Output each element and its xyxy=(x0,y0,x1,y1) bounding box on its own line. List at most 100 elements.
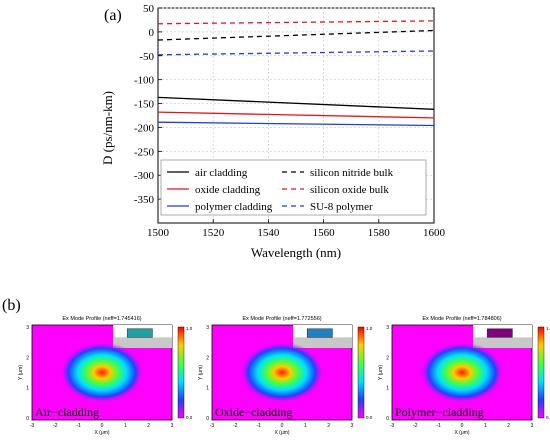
series-line xyxy=(157,20,435,25)
waveguide-core xyxy=(126,328,153,338)
substrate-box xyxy=(293,337,352,348)
mode-y-tick: 3 xyxy=(26,325,29,331)
mode-y-tick: 2 xyxy=(386,355,389,361)
mode-x-tick: 2 xyxy=(327,423,330,429)
colorbar xyxy=(537,326,545,419)
mode-caption: Air−cladding xyxy=(35,405,99,419)
legend-label: silicon oxide bulk xyxy=(310,184,389,196)
series-line xyxy=(157,121,435,127)
mode-x-tick: -1 xyxy=(76,423,81,429)
mode-x-tick: -1 xyxy=(436,423,441,429)
mode-x-tick: 3 xyxy=(351,423,354,429)
mode-x-tick: 0 xyxy=(101,423,104,429)
x-tick-label: 1600 xyxy=(423,227,446,239)
y-tick-label: -350 xyxy=(134,194,155,206)
colorbar xyxy=(357,326,365,419)
x-tick-label: 1580 xyxy=(368,227,391,239)
mode-x-label: X (μm) xyxy=(274,430,289,436)
mode-y-tick: 1 xyxy=(26,386,29,392)
mode-profile-plot: Ex Mode Profile (neff=1.772556) X (μm) Y (… xyxy=(198,316,373,436)
mode-profile-plot: Ex Mode Profile (neff=1.745416) X (μm) Y (… xyxy=(18,316,193,436)
colorbar-min: 0.0 xyxy=(186,415,193,420)
mode-x-tick: -2 xyxy=(413,423,418,429)
legend: air cladding silicon nitride bulk oxide cl… xyxy=(160,159,427,216)
x-axis-label: Wavelength (nm) xyxy=(251,245,341,260)
x-tick-label: 1540 xyxy=(257,227,280,239)
mode-intensity-spot xyxy=(420,342,504,403)
y-tick-label: 0 xyxy=(149,27,155,39)
colorbar-max: 1.0 xyxy=(366,326,373,331)
mode-x-tick: -2 xyxy=(53,423,58,429)
mode-caption: Polymer−cladding xyxy=(395,405,484,419)
x-axis-ticks: 1500 1520 1540 1560 1580 1600 xyxy=(147,219,446,239)
colorbar xyxy=(177,326,185,419)
mode-x-tick: 3 xyxy=(171,423,174,429)
mode-x-tick: -3 xyxy=(210,423,215,429)
mode-title: Ex Mode Profile (neff=1.745416) xyxy=(62,316,141,322)
mode-x-label: X (μm) xyxy=(94,430,109,436)
mode-y-tick: 0 xyxy=(386,416,389,422)
series-line xyxy=(157,111,435,119)
panel-b-mode-profiles: (b) Ex Mode Profile (neff=1.745416) X (μm… xyxy=(2,297,550,436)
panel-a-label: (a) xyxy=(104,7,122,24)
legend-label: air cladding xyxy=(195,167,248,179)
series-lines xyxy=(157,20,435,127)
panel-b-label: (b) xyxy=(2,297,21,314)
mode-x-label: X (μm) xyxy=(454,430,469,436)
y-tick-label: -300 xyxy=(134,170,155,182)
mode-x-tick: 2 xyxy=(507,423,510,429)
mode-y-tick: 2 xyxy=(206,355,209,361)
mode-x-tick: 0 xyxy=(281,423,284,429)
mode-y-tick: 1 xyxy=(386,386,389,392)
mode-y-tick: 3 xyxy=(386,325,389,331)
mode-x-tick: -2 xyxy=(233,423,238,429)
y-axis-label: D (ps/nm-km) xyxy=(100,91,115,165)
mode-y-tick: 3 xyxy=(206,325,209,331)
legend-label: silicon nitride bulk xyxy=(310,167,394,179)
legend-label: polymer cladding xyxy=(195,201,273,213)
mode-x-tick: 2 xyxy=(147,423,150,429)
mode-y-tick: 2 xyxy=(26,355,29,361)
colorbar-min: 0.0 xyxy=(366,415,373,420)
waveguide-core xyxy=(306,328,333,338)
mode-y-tick: 1 xyxy=(206,386,209,392)
y-tick-label: -50 xyxy=(139,51,154,63)
series-line xyxy=(157,96,435,110)
mode-x-tick: 3 xyxy=(531,423,534,429)
mode-x-tick: -3 xyxy=(30,423,35,429)
substrate-box xyxy=(473,337,532,348)
mode-x-tick: 1 xyxy=(484,423,487,429)
panel-a-chart: (a) 500-50-100-150-200-250-300-350 1500 1… xyxy=(100,3,446,260)
mode-x-tick: -1 xyxy=(256,423,261,429)
substrate-box xyxy=(113,337,172,348)
x-tick-label: 1520 xyxy=(202,227,225,239)
y-tick-label: -250 xyxy=(134,146,155,158)
series-line xyxy=(157,29,435,41)
mode-y-tick: 0 xyxy=(206,416,209,422)
mode-title: Ex Mode Profile (neff=1.772556) xyxy=(242,316,321,322)
mode-intensity-spot xyxy=(60,342,144,403)
mode-x-tick: 0 xyxy=(461,423,464,429)
mode-caption: Oxide−cladding xyxy=(215,405,292,419)
mode-y-label: Y (μm) xyxy=(18,365,24,380)
y-tick-label: -150 xyxy=(134,99,155,111)
mode-x-tick: 1 xyxy=(124,423,127,429)
mode-y-label: Y (μm) xyxy=(378,365,384,380)
x-tick-label: 1500 xyxy=(147,227,170,239)
colorbar-max: 1.0 xyxy=(546,326,550,331)
y-axis-ticks: 50 0 -50 -100 -150 -200 -250 -300 -350 xyxy=(134,3,162,206)
waveguide-core xyxy=(486,328,513,338)
y-tick-label: 50 xyxy=(143,3,155,15)
mode-y-tick: 0 xyxy=(26,416,29,422)
mode-profile-plot: Ex Mode Profile (neff=1.784806) X (μm) Y (… xyxy=(378,316,550,436)
y-tick-label: -100 xyxy=(134,75,155,87)
legend-label: oxide cladding xyxy=(195,184,261,196)
mode-x-tick: -3 xyxy=(390,423,395,429)
mode-intensity-spot xyxy=(240,342,324,403)
mode-title: Ex Mode Profile (neff=1.784806) xyxy=(422,316,501,322)
series-line xyxy=(157,50,435,56)
x-tick-label: 1560 xyxy=(313,227,336,239)
mode-y-label: Y (μm) xyxy=(198,365,204,380)
legend-label: SU-8 polymer xyxy=(310,201,373,213)
